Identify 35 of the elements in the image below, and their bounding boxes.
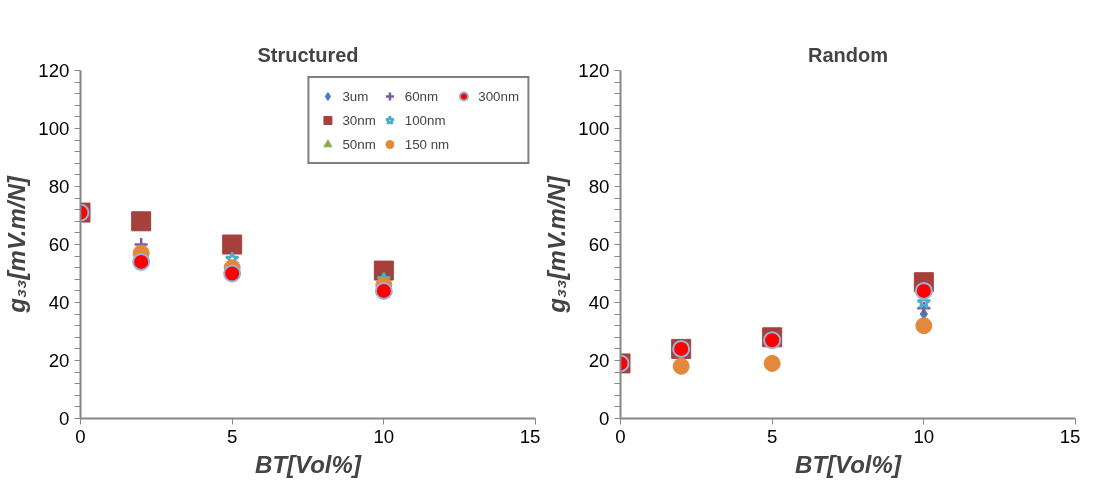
legend-label: 100nm xyxy=(404,112,446,128)
legend-label: 300nm xyxy=(478,88,519,104)
legend-label: 50nm xyxy=(342,136,376,152)
y-tick-label: 20 xyxy=(48,350,70,371)
y-tick-label: 100 xyxy=(38,118,70,139)
x-axis-title: BT[Vol%] xyxy=(795,450,902,478)
x-tick-label: 10 xyxy=(373,425,395,447)
y-tick-label: 20 xyxy=(588,350,610,371)
chart-title: Random xyxy=(808,43,888,66)
legend-label: 30nm xyxy=(342,112,376,128)
legend-label: 3um xyxy=(342,88,369,104)
x-tick-label: 15 xyxy=(519,425,541,447)
y-axis-title: g₃₃[mV.m/N] xyxy=(543,175,571,314)
y-tick-label: 80 xyxy=(588,176,610,197)
y-tick-label: 120 xyxy=(38,60,70,81)
y-tick-label: 60 xyxy=(48,234,70,255)
legend-label: 150 nm xyxy=(404,136,450,152)
y-tick-label: 0 xyxy=(59,408,70,429)
x-tick-label: 0 xyxy=(615,425,626,447)
x-tick-label: 0 xyxy=(75,425,86,447)
chart-title: Structured xyxy=(257,43,359,66)
legend-label: 60nm xyxy=(404,88,439,104)
y-tick-label: 100 xyxy=(578,118,610,139)
y-tick-label: 60 xyxy=(588,234,610,255)
y-tick-label: 40 xyxy=(588,292,610,313)
y-tick-label: 0 xyxy=(599,408,610,429)
y-axis-title: g₃₃[mV.m/N] xyxy=(3,175,31,314)
x-tick-label: 10 xyxy=(913,425,935,447)
x-axis-title: BT[Vol%] xyxy=(255,450,362,478)
x-tick-label: 5 xyxy=(766,425,778,447)
x-tick-label: 5 xyxy=(226,425,238,447)
x-tick-label: 15 xyxy=(1059,425,1081,447)
y-tick-label: 80 xyxy=(48,176,70,197)
y-tick-label: 40 xyxy=(48,292,70,313)
y-tick-label: 120 xyxy=(578,60,610,81)
